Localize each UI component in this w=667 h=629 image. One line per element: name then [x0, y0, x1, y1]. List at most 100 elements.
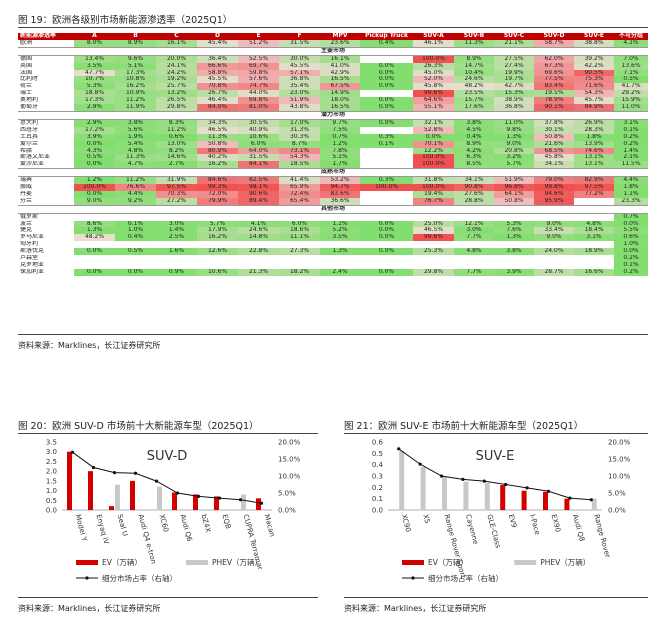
penetration-cell: 19.5% — [534, 90, 574, 98]
table-header-cell: E — [238, 33, 279, 40]
y-tick-label: 2.5 — [46, 458, 57, 466]
x-category-label: Seal U — [116, 513, 130, 537]
penetration-cell: 30.1% — [534, 126, 574, 134]
penetration-cell: 59.8% — [238, 69, 279, 77]
table-header-cell: SUV-E — [574, 33, 614, 40]
penetration-cell: 0.5% — [614, 76, 648, 84]
penetration-cell: 0.2% — [614, 255, 648, 262]
penetration-cell: 34.3% — [197, 119, 238, 127]
table-row: 丹麦 0.0% 4.4% 70.3% 72.0% 90.6% 72.4% 83.6% 19.4%… — [18, 190, 648, 198]
penetration-cell — [156, 241, 197, 248]
penetration-cell: 25.3% — [413, 248, 454, 256]
share-point — [589, 498, 593, 502]
penetration-cell: 28.8% — [454, 197, 494, 206]
table-section-row: 其他市场 — [18, 204, 648, 214]
penetration-cell: 11.0% — [494, 119, 534, 127]
penetration-cell: 97.5% — [574, 184, 614, 191]
x-category-label: Model Y — [74, 513, 89, 542]
penetration-cell: 20.0% — [156, 55, 197, 63]
penetration-cell: 100.0% — [74, 184, 115, 191]
penetration-cell: 17.6% — [454, 104, 494, 112]
table-header-cell: D — [197, 33, 238, 40]
y2-tick-label: 20.0% — [608, 439, 631, 447]
penetration-cell: 0.0% — [74, 190, 115, 198]
penetration-cell: 27.4% — [494, 62, 534, 70]
legend-ev-label: EV（万辆） — [102, 557, 142, 567]
table-row: 瑞士 18.8% 10.9% 13.2% 26.7% 44.0% 23.0% 14.9% 99.… — [18, 90, 648, 98]
penetration-cell — [115, 213, 156, 220]
legend-share-point — [411, 576, 415, 580]
y-tick-label: 1.5 — [46, 477, 57, 485]
penetration-cell — [534, 241, 574, 248]
penetration-cell — [115, 262, 156, 269]
ev-bar — [214, 496, 219, 510]
legend-share-label: 细分市场占率（右轴） — [428, 573, 503, 583]
x-category-label: X5 — [421, 513, 431, 524]
penetration-cell: 0.7% — [614, 213, 648, 221]
penetration-cell: 10.8% — [115, 76, 156, 84]
penetration-cell: 26.3% — [413, 62, 454, 70]
phev-bar — [115, 484, 120, 510]
penetration-cell: 100.0% — [413, 161, 454, 169]
penetration-cell: 1.3% — [320, 248, 360, 256]
penetration-cell: 90.6% — [238, 190, 279, 198]
phev-bar — [591, 498, 597, 510]
penetration-cell: 7.7% — [454, 234, 494, 242]
x-category-label: XC90 — [400, 513, 412, 533]
y-tick-label: 0.3 — [372, 473, 383, 481]
penetration-cell: 7.7% — [454, 268, 494, 276]
penetration-cell: 69.8% — [238, 97, 279, 105]
share-point — [196, 494, 201, 498]
penetration-cell: 13.1% — [574, 161, 614, 169]
penetration-cell: 13.2% — [156, 90, 197, 98]
penetration-cell — [360, 148, 413, 155]
penetration-cell: 42.9% — [320, 69, 360, 77]
penetration-cell: 79.9% — [197, 197, 238, 206]
penetration-cell: 41.0% — [320, 62, 360, 70]
penetration-cell — [238, 213, 279, 220]
penetration-cell: 15.9% — [614, 97, 648, 105]
penetration-cell: 0.0% — [360, 83, 413, 91]
penetration-cell: 3.0% — [454, 227, 494, 235]
phev-bar — [241, 494, 246, 510]
penetration-cell: 0.0% — [360, 220, 413, 228]
penetration-cell: 13.1% — [574, 154, 614, 162]
penetration-cell: 16.2% — [197, 234, 238, 242]
penetration-cell: 90.8% — [454, 184, 494, 191]
penetration-cell: 54.3% — [279, 154, 320, 162]
penetration-cell — [494, 255, 534, 262]
penetration-cell: 3.9% — [494, 268, 534, 276]
penetration-cell: 69.6% — [534, 69, 574, 77]
x-category-label: Audi Q8 — [571, 513, 586, 542]
penetration-cell: 77.5% — [534, 76, 574, 84]
table-row: 葡萄牙 2.9% 11.9% 29.8% 84.0% 81.0% 43.8% 16.5% 0.0… — [18, 104, 648, 112]
table-row: 西班牙 17.2% 5.6% 11.2% 46.5% 40.9% 31.3% 7.5% 52.8… — [18, 126, 648, 134]
section-label: 潜力市场 — [18, 110, 648, 120]
penetration-cell: 16.5% — [320, 76, 360, 84]
legend-phev-swatch — [514, 560, 537, 565]
penetration-cell: 16.1% — [320, 55, 360, 63]
penetration-cell: 1.3% — [494, 133, 534, 141]
penetration-cell: 2.4% — [320, 268, 360, 276]
penetration-cell: 1.2% — [320, 140, 360, 148]
penetration-cell: 30.5% — [238, 119, 279, 127]
penetration-cell — [360, 154, 413, 161]
penetration-cell: 11.3% — [197, 133, 238, 141]
penetration-cell: 6.0% — [279, 220, 320, 228]
penetration-cell: 4.1% — [614, 39, 648, 48]
penetration-cell: 71.6% — [574, 83, 614, 91]
table-section-row: 成熟市场 — [18, 168, 648, 178]
penetration-cell: 0.0% — [413, 133, 454, 141]
fig20-title: 图 20：欧洲 SUV-D 市场前十大新能源车型（2025Q1） — [18, 421, 259, 432]
penetration-cell: 76.6% — [115, 184, 156, 191]
penetration-cell: 95.9% — [534, 197, 574, 206]
penetration-cell: 27.5% — [494, 55, 534, 63]
x-category-label: XC60 — [158, 513, 170, 533]
penetration-cell — [197, 213, 238, 220]
penetration-cell: 6.0% — [238, 140, 279, 148]
penetration-table: 新能源渗透率 A B C D E F MPV Pickup Truck SUV-A SUV-B SUV… — [18, 33, 648, 276]
fig19-top-rule — [18, 27, 648, 28]
penetration-cell: 98.1% — [238, 184, 279, 191]
penetration-cell: 5.1% — [320, 154, 360, 162]
penetration-cell: 75.3% — [574, 76, 614, 84]
